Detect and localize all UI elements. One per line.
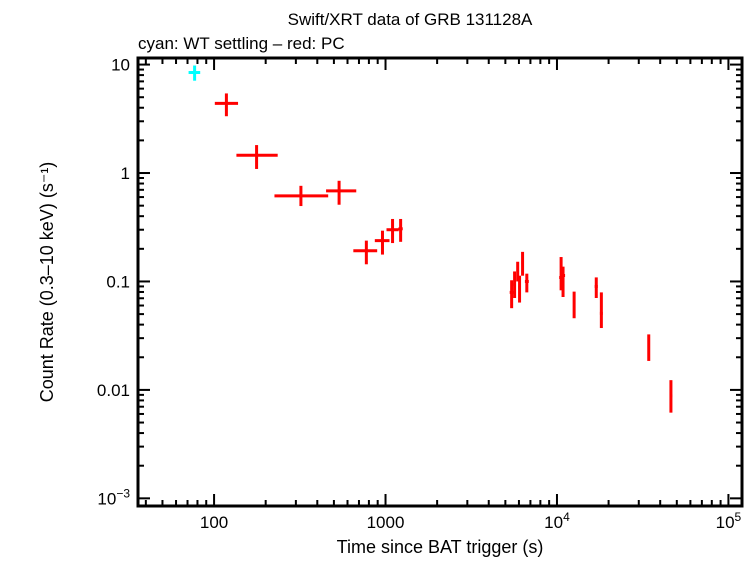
data-point bbox=[326, 180, 357, 205]
plot-frame bbox=[136, 56, 744, 508]
y-tick-label: 0.01 bbox=[97, 381, 130, 400]
chart-subtitle: cyan: WT settling – red: PC bbox=[138, 34, 345, 53]
y-axis-label: Count Rate (0.3–10 keV) (s⁻¹) bbox=[37, 162, 57, 403]
y-tick-label: 10 bbox=[111, 56, 130, 75]
data-point bbox=[572, 291, 576, 319]
y-tick-label: 1 bbox=[121, 164, 130, 183]
data-point bbox=[513, 271, 517, 298]
data-point bbox=[398, 218, 403, 242]
data-point bbox=[669, 380, 673, 413]
x-tick-label: 105 bbox=[716, 510, 742, 532]
x-axis-label: Time since BAT trigger (s) bbox=[337, 537, 544, 557]
data-point bbox=[386, 218, 399, 244]
data-point bbox=[188, 65, 201, 81]
data-point bbox=[561, 266, 566, 298]
y-tick-label: 10−3 bbox=[97, 486, 130, 508]
data-point bbox=[647, 334, 651, 361]
data-point bbox=[521, 251, 525, 276]
data-point bbox=[353, 240, 378, 265]
data-point bbox=[214, 93, 239, 117]
data-point bbox=[524, 273, 529, 293]
data-point bbox=[518, 275, 522, 303]
x-tick-label: 100 bbox=[200, 513, 228, 532]
x-tick-label: 1000 bbox=[367, 513, 405, 532]
x-tick-label: 104 bbox=[544, 510, 570, 532]
data-point bbox=[374, 230, 390, 255]
data-point bbox=[274, 185, 329, 207]
data-point bbox=[516, 261, 520, 282]
data-point bbox=[594, 277, 598, 298]
data-point bbox=[599, 292, 603, 329]
y-tick-label: 0.1 bbox=[106, 272, 130, 291]
chart-title: Swift/XRT data of GRB 131128A bbox=[288, 10, 533, 29]
data-point bbox=[509, 280, 514, 309]
data-point bbox=[236, 145, 278, 169]
